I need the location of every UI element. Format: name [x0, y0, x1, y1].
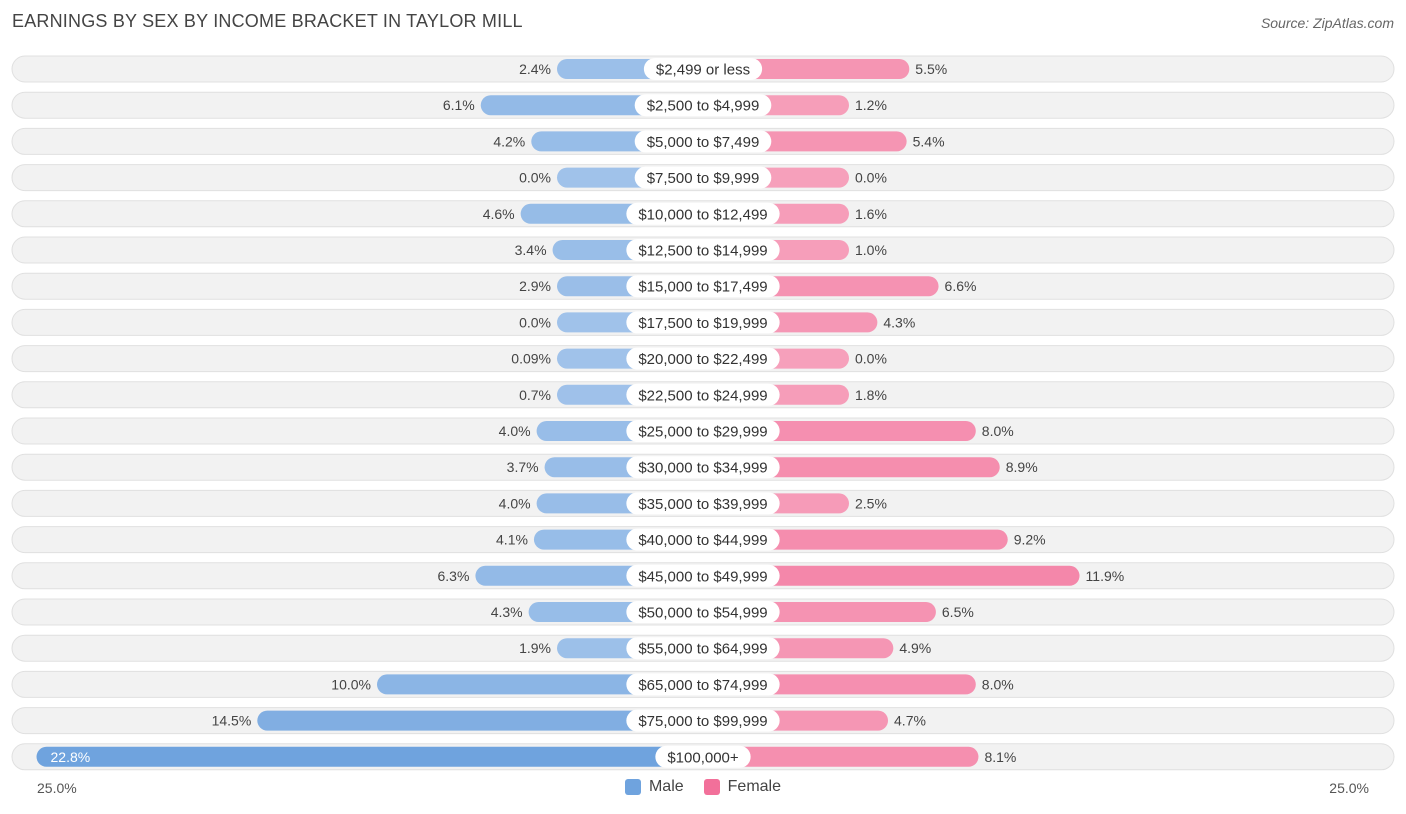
category-pill [634, 130, 772, 153]
value-label-male: 3.4% [515, 242, 547, 258]
category-label: $45,000 to $49,999 [638, 568, 767, 585]
value-label-female: 5.4% [913, 133, 945, 149]
category-label: $12,500 to $14,999 [638, 243, 767, 260]
category-label: $75,000 to $99,999 [638, 713, 767, 730]
value-label-female: 1.6% [855, 206, 887, 222]
legend-item-male: Male [624, 778, 684, 796]
legend: Male Female [0, 778, 1406, 796]
value-label-female: 6.6% [945, 278, 977, 294]
category-label: $10,000 to $12,499 [638, 206, 767, 223]
value-label-female: 1.8% [855, 387, 887, 403]
value-label-male: 4.3% [491, 604, 523, 620]
value-label-female: 0.0% [855, 351, 887, 367]
category-pill [655, 745, 751, 768]
category-label: $35,000 to $39,999 [638, 496, 767, 513]
value-label-male: 3.7% [507, 459, 539, 475]
category-label: $7,500 to $9,999 [647, 170, 760, 187]
value-label-female: 8.9% [1006, 459, 1038, 475]
category-pill [626, 311, 780, 334]
axis-label-right: 25.0% [1329, 780, 1369, 796]
category-pill [634, 94, 772, 117]
value-label-male: 0.0% [519, 314, 551, 330]
category-label: $15,000 to $17,499 [638, 279, 767, 296]
category-pill [626, 275, 780, 298]
source-label: Source: ZipAtlas.com [1260, 15, 1394, 31]
category-label: $2,500 to $4,999 [647, 98, 760, 115]
value-label-female: 1.2% [855, 97, 887, 113]
value-label-female: 11.9% [1086, 568, 1125, 584]
value-label-male: 4.1% [496, 532, 528, 548]
value-label-male: 6.1% [443, 97, 475, 113]
category-pill [643, 58, 763, 80]
category-label: $30,000 to $34,999 [638, 460, 767, 477]
value-label-female: 4.7% [894, 713, 926, 729]
value-label-male: 0.0% [519, 170, 551, 186]
value-label-female: 6.5% [942, 604, 974, 620]
category-pill [626, 420, 780, 442]
chart-title: EARNINGS BY SEX BY INCOME BRACKET IN TAY… [12, 11, 523, 31]
bar-male [257, 710, 703, 731]
value-label-male: 6.3% [437, 568, 469, 584]
category-pill [626, 456, 780, 479]
category-label: $25,000 to $29,999 [638, 424, 767, 441]
category-pill [626, 601, 780, 623]
bar-chart: $2,499 or less 2.4% 5.5% $2,500 to $4,999 6.… [11, 55, 1395, 771]
category-pill [634, 166, 772, 189]
legend-label-male: Male [648, 778, 684, 795]
value-label-female: 8.0% [982, 423, 1014, 439]
category-label: $55,000 to $64,999 [638, 641, 767, 658]
category-pill [626, 202, 780, 225]
category-label: $17,500 to $19,999 [638, 315, 767, 332]
value-label-female: 8.0% [982, 676, 1014, 692]
value-label-male: 2.9% [519, 278, 551, 294]
bar-female [703, 529, 1008, 550]
category-label: $20,000 to $22,499 [638, 351, 767, 368]
category-pill [626, 383, 780, 406]
category-label: $100,000+ [667, 749, 739, 766]
value-label-male: 1.9% [519, 640, 551, 656]
category-pill [626, 564, 780, 587]
category-pill [626, 528, 780, 551]
value-label-female: 4.3% [883, 314, 915, 330]
legend-swatch-male [624, 779, 641, 795]
category-pill [626, 347, 780, 370]
value-label-male: 4.0% [499, 495, 531, 511]
bar-female [703, 565, 1080, 586]
category-pill [626, 673, 780, 696]
bar-male [36, 746, 703, 767]
category-label: $5,000 to $7,499 [647, 134, 760, 151]
value-label-male: 14.5% [212, 713, 252, 729]
value-label-female: 8.1% [984, 749, 1016, 765]
category-pill [626, 709, 780, 732]
value-label-male: 4.2% [493, 133, 525, 149]
category-pill [626, 239, 780, 261]
value-label-female: 9.2% [1014, 532, 1046, 548]
category-pill [626, 637, 780, 660]
value-label-female: 2.5% [855, 495, 887, 511]
axis-label-left: 25.0% [37, 780, 77, 796]
bar-female [703, 746, 979, 767]
legend-label-female: Female [727, 778, 782, 795]
value-label-male: 2.4% [519, 61, 551, 77]
value-label-female: 5.5% [915, 61, 947, 77]
category-label: $2,499 or less [656, 62, 750, 79]
category-pill [626, 492, 780, 515]
value-label-female: 4.9% [899, 640, 931, 656]
value-label-female: 1.0% [855, 242, 887, 258]
category-label: $22,500 to $24,999 [638, 387, 767, 404]
value-label-male: 0.09% [511, 351, 551, 367]
category-label: $50,000 to $54,999 [638, 605, 767, 622]
bar-male [377, 674, 703, 695]
category-label: $65,000 to $74,999 [638, 677, 767, 694]
category-label: $40,000 to $44,999 [638, 532, 767, 549]
value-label-male: 0.7% [519, 387, 551, 403]
legend-swatch-female [703, 779, 720, 795]
value-label-male: 22.8% [51, 749, 91, 765]
value-label-male: 4.6% [483, 206, 515, 222]
value-label-male: 10.0% [331, 676, 371, 692]
value-label-male: 4.0% [499, 423, 531, 439]
legend-item-female: Female [703, 778, 782, 796]
value-label-female: 0.0% [855, 170, 887, 186]
